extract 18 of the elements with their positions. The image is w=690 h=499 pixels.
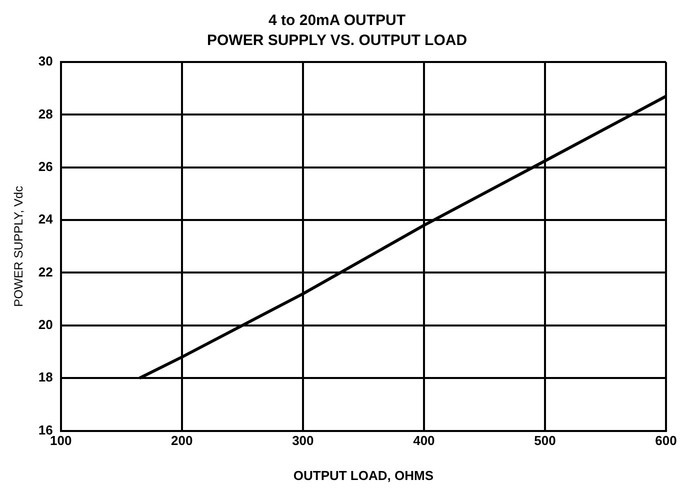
y-tick-label: 20	[38, 317, 53, 332]
chart-subtitle: POWER SUPPLY VS. OUTPUT LOAD	[206, 32, 468, 50]
y-tick-label: 24	[38, 212, 54, 227]
x-tick-label: 500	[534, 433, 556, 448]
x-tick-label: 100	[50, 433, 72, 448]
y-tick-label: 16	[38, 422, 53, 438]
x-tick-label: 200	[171, 433, 193, 448]
x-axis-title: OUTPUT LOAD, OHMS	[293, 468, 434, 483]
x-tick-label: 400	[413, 433, 435, 448]
x-tick-label: 300	[292, 433, 314, 448]
y-tick-label: 26	[38, 158, 53, 174]
y-tick-label: 28	[38, 106, 53, 122]
x-tick-label: 600	[655, 433, 677, 448]
y-axis-title: POWER SUPPLY, Vdc	[12, 186, 26, 307]
y-tick-label: 22	[38, 264, 53, 280]
chart-title: 4 to 20mA OUTPUT	[268, 12, 406, 30]
y-tick-label: 18	[38, 370, 53, 385]
y-tick-label: 30	[38, 54, 53, 69]
